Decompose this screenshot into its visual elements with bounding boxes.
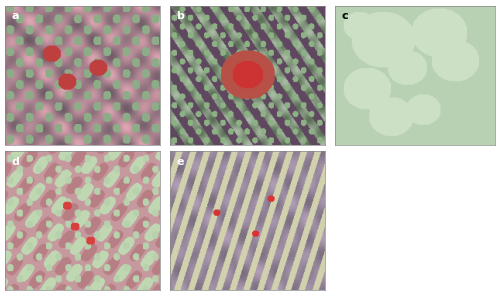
Text: e: e [176, 157, 184, 167]
Text: a: a [11, 12, 18, 22]
Text: c: c [342, 12, 348, 22]
Text: b: b [176, 12, 184, 22]
Text: d: d [11, 157, 19, 167]
